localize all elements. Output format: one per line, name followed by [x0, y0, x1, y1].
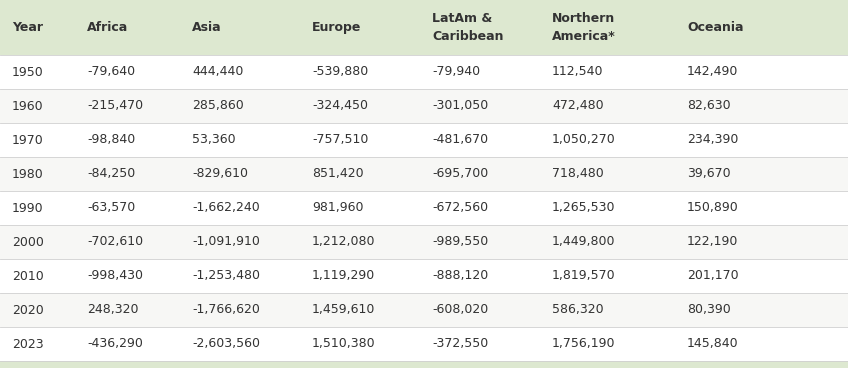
Text: -888,120: -888,120 — [432, 269, 488, 283]
Text: 2020: 2020 — [12, 304, 44, 316]
Bar — [0, 55, 848, 89]
Text: -672,560: -672,560 — [432, 202, 488, 215]
Text: 472,480: 472,480 — [552, 99, 604, 113]
Text: 112,540: 112,540 — [552, 66, 604, 78]
Text: 1990: 1990 — [12, 202, 43, 215]
Text: 1,119,290: 1,119,290 — [312, 269, 376, 283]
Text: 1960: 1960 — [12, 99, 43, 113]
Text: 285,860: 285,860 — [192, 99, 243, 113]
Text: 1950: 1950 — [12, 66, 44, 78]
Text: 2000: 2000 — [12, 236, 44, 248]
Text: 142,490: 142,490 — [687, 66, 739, 78]
Text: 851,420: 851,420 — [312, 167, 364, 180]
Text: 39,670: 39,670 — [687, 167, 731, 180]
Text: 1970: 1970 — [12, 134, 44, 146]
Text: 444,440: 444,440 — [192, 66, 243, 78]
Text: -757,510: -757,510 — [312, 134, 368, 146]
Text: -84,250: -84,250 — [87, 167, 135, 180]
Bar — [0, 259, 848, 293]
Text: -989,550: -989,550 — [432, 236, 488, 248]
Bar — [0, 225, 848, 259]
Text: 145,840: 145,840 — [687, 337, 739, 350]
Text: -98,840: -98,840 — [87, 134, 135, 146]
Text: -324,450: -324,450 — [312, 99, 368, 113]
Text: 80,390: 80,390 — [687, 304, 731, 316]
Text: -436,290: -436,290 — [87, 337, 142, 350]
Text: -1,766,620: -1,766,620 — [192, 304, 259, 316]
Text: Year: Year — [12, 21, 43, 34]
Text: 122,190: 122,190 — [687, 236, 739, 248]
Text: Oceania: Oceania — [687, 21, 744, 34]
Text: 981,960: 981,960 — [312, 202, 364, 215]
Bar — [0, 0, 848, 55]
Bar — [0, 157, 848, 191]
Text: 82,630: 82,630 — [687, 99, 731, 113]
Text: -829,610: -829,610 — [192, 167, 248, 180]
Text: -539,880: -539,880 — [312, 66, 368, 78]
Text: 1,050,270: 1,050,270 — [552, 134, 616, 146]
Bar — [0, 123, 848, 157]
Text: -1,253,480: -1,253,480 — [192, 269, 260, 283]
Text: 201,170: 201,170 — [687, 269, 739, 283]
Text: -695,700: -695,700 — [432, 167, 488, 180]
Text: -372,550: -372,550 — [432, 337, 488, 350]
Text: -1,662,240: -1,662,240 — [192, 202, 259, 215]
Text: -481,670: -481,670 — [432, 134, 488, 146]
Text: -702,610: -702,610 — [87, 236, 143, 248]
Text: Asia: Asia — [192, 21, 221, 34]
Bar — [0, 327, 848, 361]
Text: -2,603,560: -2,603,560 — [192, 337, 260, 350]
Text: -63,570: -63,570 — [87, 202, 135, 215]
Text: 586,320: 586,320 — [552, 304, 604, 316]
Text: 1,212,080: 1,212,080 — [312, 236, 376, 248]
Text: 2010: 2010 — [12, 269, 44, 283]
Text: -301,050: -301,050 — [432, 99, 488, 113]
Text: -215,470: -215,470 — [87, 99, 143, 113]
Text: 248,320: 248,320 — [87, 304, 138, 316]
Text: 234,390: 234,390 — [687, 134, 739, 146]
Text: 1,510,380: 1,510,380 — [312, 337, 376, 350]
Text: 150,890: 150,890 — [687, 202, 739, 215]
Text: 1980: 1980 — [12, 167, 44, 180]
Text: 718,480: 718,480 — [552, 167, 604, 180]
Bar — [0, 89, 848, 123]
Text: 1,449,800: 1,449,800 — [552, 236, 616, 248]
Text: 1,819,570: 1,819,570 — [552, 269, 616, 283]
Text: -998,430: -998,430 — [87, 269, 143, 283]
Text: LatAm &
Caribbean: LatAm & Caribbean — [432, 13, 504, 42]
Text: 1,459,610: 1,459,610 — [312, 304, 376, 316]
Text: 2023: 2023 — [12, 337, 43, 350]
Text: -79,940: -79,940 — [432, 66, 480, 78]
Bar — [0, 191, 848, 225]
Text: 1,265,530: 1,265,530 — [552, 202, 616, 215]
Bar — [0, 293, 848, 327]
Text: 1,756,190: 1,756,190 — [552, 337, 616, 350]
Text: -608,020: -608,020 — [432, 304, 488, 316]
Text: Africa: Africa — [87, 21, 128, 34]
Text: 53,360: 53,360 — [192, 134, 236, 146]
Text: Europe: Europe — [312, 21, 361, 34]
Text: -79,640: -79,640 — [87, 66, 135, 78]
Text: -1,091,910: -1,091,910 — [192, 236, 259, 248]
Text: Northern
America*: Northern America* — [552, 13, 616, 42]
